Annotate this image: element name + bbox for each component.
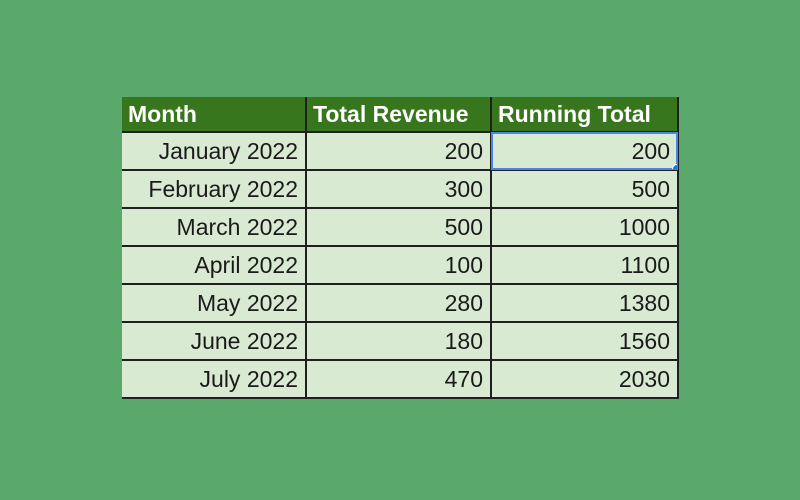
cell-total-revenue[interactable]: 300: [306, 170, 492, 209]
cell-running-total-selected[interactable]: 200: [491, 132, 679, 171]
table-row: May 2022 280 1380: [122, 284, 679, 323]
cell-running-total[interactable]: 2030: [491, 360, 679, 399]
cell-month[interactable]: April 2022: [122, 246, 307, 285]
cell-total-revenue[interactable]: 500: [306, 208, 492, 247]
cell-month[interactable]: January 2022: [122, 132, 307, 171]
table-row: June 2022 180 1560: [122, 322, 679, 361]
cell-running-total[interactable]: 1380: [491, 284, 679, 323]
cell-total-revenue[interactable]: 200: [306, 132, 492, 171]
header-total-revenue[interactable]: Total Revenue: [306, 97, 492, 133]
table-row: April 2022 100 1100: [122, 246, 679, 285]
cell-running-total[interactable]: 1560: [491, 322, 679, 361]
cell-value: 200: [631, 137, 670, 164]
header-month[interactable]: Month: [122, 97, 307, 133]
cell-running-total[interactable]: 500: [491, 170, 679, 209]
cell-month[interactable]: March 2022: [122, 208, 307, 247]
fill-handle[interactable]: [672, 164, 676, 168]
cell-total-revenue[interactable]: 100: [306, 246, 492, 285]
cell-month[interactable]: May 2022: [122, 284, 307, 323]
cell-month[interactable]: February 2022: [122, 170, 307, 209]
cell-total-revenue[interactable]: 470: [306, 360, 492, 399]
cell-month[interactable]: July 2022: [122, 360, 307, 399]
table-row: February 2022 300 500: [122, 170, 679, 209]
cell-running-total[interactable]: 1000: [491, 208, 679, 247]
table-row: January 2022 200 200: [122, 132, 679, 171]
cell-total-revenue[interactable]: 280: [306, 284, 492, 323]
header-row: Month Total Revenue Running Total: [122, 97, 679, 133]
table-row: March 2022 500 1000: [122, 208, 679, 247]
table-row: July 2022 470 2030: [122, 360, 679, 399]
revenue-table: Month Total Revenue Running Total Januar…: [122, 97, 679, 399]
cell-running-total[interactable]: 1100: [491, 246, 679, 285]
cell-month[interactable]: June 2022: [122, 322, 307, 361]
cell-total-revenue[interactable]: 180: [306, 322, 492, 361]
header-running-total[interactable]: Running Total: [491, 97, 679, 133]
